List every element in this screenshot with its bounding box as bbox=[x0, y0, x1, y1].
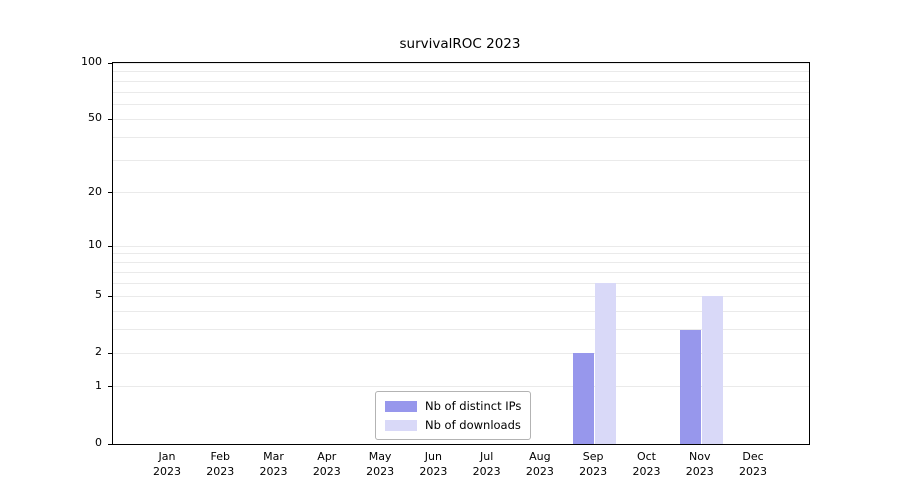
y-axis-tick-label: 100 bbox=[81, 55, 102, 68]
y-axis-tick-label: 10 bbox=[88, 238, 102, 252]
y-gridline bbox=[113, 62, 809, 64]
y-gridline bbox=[113, 386, 809, 388]
legend-item-distinct-ips: Nb of distinct IPs bbox=[385, 399, 521, 413]
y-axis-tick-label: 1 bbox=[95, 378, 102, 392]
x-axis-tick-label: May 2023 bbox=[366, 450, 395, 478]
legend: Nb of distinct IPs Nb of downloads bbox=[375, 391, 532, 440]
y-gridline bbox=[113, 71, 809, 73]
legend-item-downloads: Nb of downloads bbox=[385, 418, 521, 432]
y-gridline bbox=[113, 271, 809, 273]
x-axis-tick-label: Feb 2023 bbox=[206, 450, 235, 478]
y-axis-tick-label: 2 bbox=[95, 345, 102, 359]
y-axis-tick-mark bbox=[108, 352, 113, 354]
y-axis-tick-label: 0 bbox=[95, 436, 102, 449]
plot-area: Nb of distinct IPs Nb of downloads bbox=[108, 62, 810, 445]
y-axis-tick-mark bbox=[108, 443, 113, 445]
y-axis-tick-label: 20 bbox=[88, 184, 102, 198]
y-axis-tick-mark bbox=[108, 295, 113, 297]
y-gridline bbox=[113, 160, 809, 161]
y-gridline bbox=[113, 253, 809, 255]
x-axis-tick-label: Jun 2023 bbox=[419, 450, 448, 478]
y-axis-tick-mark bbox=[108, 192, 113, 194]
y-gridline bbox=[113, 118, 809, 120]
legend-swatch-downloads bbox=[385, 419, 417, 431]
y-axis-tick-mark bbox=[108, 245, 113, 247]
x-axis-tick-label: Dec 2023 bbox=[739, 450, 767, 478]
y-gridline bbox=[113, 329, 809, 331]
x-axis-tick-label: Jul 2023 bbox=[472, 450, 501, 478]
bar-distinct-ips bbox=[573, 353, 595, 444]
chart-title: survivalROC 2023 bbox=[399, 36, 521, 52]
y-gridline bbox=[113, 245, 809, 247]
y-gridline bbox=[113, 310, 809, 312]
y-axis-tick-mark bbox=[108, 62, 113, 64]
x-axis-tick-label: Jan 2023 bbox=[153, 450, 181, 478]
y-gridline bbox=[113, 295, 809, 297]
x-axis-tick-label: Mar 2023 bbox=[259, 450, 288, 478]
y-gridline bbox=[113, 282, 809, 284]
y-gridline bbox=[113, 192, 809, 194]
bar-distinct-ips bbox=[679, 329, 701, 444]
x-axis-tick-label: Oct 2023 bbox=[632, 450, 661, 478]
legend-label: Nb of downloads bbox=[425, 418, 521, 432]
legend-label: Nb of distinct IPs bbox=[425, 399, 522, 413]
x-axis-tick-label: Sep 2023 bbox=[579, 450, 608, 478]
y-gridline bbox=[113, 80, 809, 82]
x-axis-tick-label: Aug 2023 bbox=[525, 450, 554, 478]
x-axis-tick-label: Nov 2023 bbox=[685, 450, 714, 478]
y-axis-tick-label: 5 bbox=[95, 288, 102, 302]
y-gridline bbox=[113, 91, 809, 93]
y-gridline bbox=[113, 352, 809, 354]
y-gridline bbox=[113, 136, 809, 138]
y-gridline bbox=[113, 104, 809, 106]
y-axis-tick-label: 50 bbox=[88, 111, 102, 125]
y-gridline bbox=[113, 262, 809, 264]
y-axis-tick-mark bbox=[108, 118, 113, 120]
y-axis-tick-mark bbox=[108, 386, 113, 388]
bar-downloads bbox=[595, 283, 617, 444]
bar-downloads bbox=[701, 296, 723, 444]
x-axis-tick-label: Apr 2023 bbox=[312, 450, 341, 478]
legend-swatch-distinct-ips bbox=[385, 400, 417, 412]
